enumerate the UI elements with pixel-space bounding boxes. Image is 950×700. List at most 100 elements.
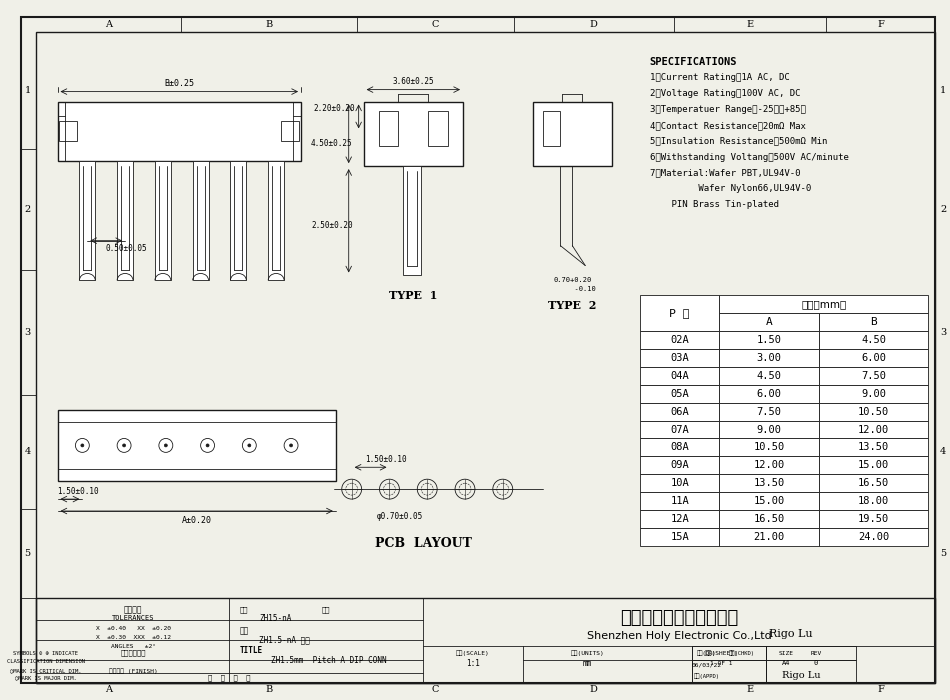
Circle shape xyxy=(206,444,209,447)
Bar xyxy=(719,313,819,331)
Bar xyxy=(36,598,935,683)
Bar xyxy=(155,161,171,281)
Text: 5: 5 xyxy=(940,550,946,558)
Bar xyxy=(719,456,819,474)
Bar xyxy=(819,492,928,510)
Text: E: E xyxy=(746,20,753,29)
Text: A: A xyxy=(104,20,112,29)
Text: φ0.70±0.05: φ0.70±0.05 xyxy=(376,512,423,522)
Bar xyxy=(819,331,928,349)
Bar xyxy=(542,111,560,146)
Text: PIN Brass Tin-plated: PIN Brass Tin-plated xyxy=(650,200,779,209)
Text: 1 OF 1: 1 OF 1 xyxy=(711,661,732,666)
Text: 单位(UNITS): 单位(UNITS) xyxy=(570,650,604,656)
Bar xyxy=(533,102,612,166)
Text: 3: 3 xyxy=(940,328,946,337)
Text: X  ±0.30  XXX  ±0.12: X ±0.30 XXX ±0.12 xyxy=(96,635,171,640)
Text: 张数(SHEET): 张数(SHEET) xyxy=(705,650,738,656)
Text: F: F xyxy=(877,20,884,29)
Text: 4.50: 4.50 xyxy=(756,371,782,381)
Text: 07A: 07A xyxy=(671,424,689,435)
Text: 品名: 品名 xyxy=(239,626,249,636)
Text: 02A: 02A xyxy=(671,335,689,345)
Text: 一般公差: 一般公差 xyxy=(124,605,142,614)
Text: 09A: 09A xyxy=(671,461,689,470)
Text: 06A: 06A xyxy=(671,407,689,416)
Text: ○MARK IS CRITICAL DIM.: ○MARK IS CRITICAL DIM. xyxy=(10,668,82,673)
Bar xyxy=(719,438,819,456)
Text: A4: A4 xyxy=(782,660,790,666)
Bar xyxy=(819,474,928,492)
Text: 表面处理 (FINISH): 表面处理 (FINISH) xyxy=(108,668,158,674)
Text: 3.60±0.25: 3.60±0.25 xyxy=(392,77,434,86)
Bar xyxy=(819,385,928,402)
Text: 1: 1 xyxy=(940,86,946,95)
Text: 03A: 03A xyxy=(671,353,689,363)
Text: C: C xyxy=(431,20,439,29)
Bar xyxy=(819,456,928,474)
Bar xyxy=(640,438,719,456)
Bar xyxy=(719,331,819,349)
Text: Shenzhen Holy Electronic Co.,Ltd: Shenzhen Holy Electronic Co.,Ltd xyxy=(587,631,771,641)
Bar xyxy=(819,367,928,385)
Bar xyxy=(719,510,819,528)
Text: 工程: 工程 xyxy=(239,606,248,612)
Text: 16.50: 16.50 xyxy=(753,514,785,524)
Bar xyxy=(640,331,719,349)
Bar xyxy=(719,295,928,313)
Text: 04A: 04A xyxy=(671,371,689,381)
Text: 检验尺寸标准: 检验尺寸标准 xyxy=(121,650,145,657)
Text: 6.00: 6.00 xyxy=(861,353,886,363)
Bar xyxy=(404,166,421,276)
Bar xyxy=(281,121,299,141)
Bar xyxy=(640,492,719,510)
Text: 1.50±0.10: 1.50±0.10 xyxy=(57,486,99,496)
Text: 21.00: 21.00 xyxy=(753,532,785,542)
Text: 10.50: 10.50 xyxy=(753,442,785,452)
Circle shape xyxy=(248,444,251,447)
Text: 1.50±0.10: 1.50±0.10 xyxy=(365,455,407,464)
Text: 2、Voltage Rating：100V AC, DC: 2、Voltage Rating：100V AC, DC xyxy=(650,89,800,98)
Bar xyxy=(364,102,463,166)
Text: SIZE: SIZE xyxy=(778,650,793,656)
Bar xyxy=(719,528,819,546)
Bar xyxy=(428,111,448,146)
Text: Rigo Lu: Rigo Lu xyxy=(770,629,813,639)
Bar xyxy=(231,161,246,281)
Circle shape xyxy=(123,444,125,447)
Text: TITLE: TITLE xyxy=(239,645,262,654)
Text: 4: 4 xyxy=(940,447,946,456)
Text: 尺寸（mm）: 尺寸（mm） xyxy=(801,300,846,309)
Text: 工程: 工程 xyxy=(322,606,331,612)
Text: 2.50±0.20: 2.50±0.20 xyxy=(311,221,352,230)
Text: 制图(DR): 制图(DR) xyxy=(696,650,716,656)
Text: 7、Material:Wafer PBT,UL94V-0: 7、Material:Wafer PBT,UL94V-0 xyxy=(650,169,800,178)
Text: A: A xyxy=(766,317,772,327)
Text: TYPE  1: TYPE 1 xyxy=(390,290,438,301)
Bar xyxy=(193,161,209,281)
Text: 24.00: 24.00 xyxy=(858,532,889,542)
Text: 9.00: 9.00 xyxy=(861,389,886,399)
Text: 6.00: 6.00 xyxy=(756,389,782,399)
Text: 15.00: 15.00 xyxy=(753,496,785,506)
Text: B: B xyxy=(265,685,273,694)
Text: CLASSIFICATION DIMENSION: CLASSIFICATION DIMENSION xyxy=(7,659,85,664)
Bar xyxy=(719,474,819,492)
Circle shape xyxy=(290,444,293,447)
Bar xyxy=(268,161,284,281)
Text: 2: 2 xyxy=(940,205,946,214)
Bar xyxy=(640,474,719,492)
Bar xyxy=(58,410,335,481)
Bar xyxy=(60,121,77,141)
Text: 1.50: 1.50 xyxy=(756,335,782,345)
Bar xyxy=(819,438,928,456)
Text: 0: 0 xyxy=(814,660,818,666)
Text: Wafer Nylon66,UL94V-0: Wafer Nylon66,UL94V-0 xyxy=(650,185,811,193)
Bar xyxy=(378,111,398,146)
Text: 0.50±0.05: 0.50±0.05 xyxy=(105,244,147,253)
Text: PCB  LAYOUT: PCB LAYOUT xyxy=(375,538,472,550)
Text: 2.20±0.20: 2.20±0.20 xyxy=(313,104,354,113)
Text: mm: mm xyxy=(582,659,592,668)
Text: 9.00: 9.00 xyxy=(756,424,782,435)
Text: 11A: 11A xyxy=(671,496,689,506)
